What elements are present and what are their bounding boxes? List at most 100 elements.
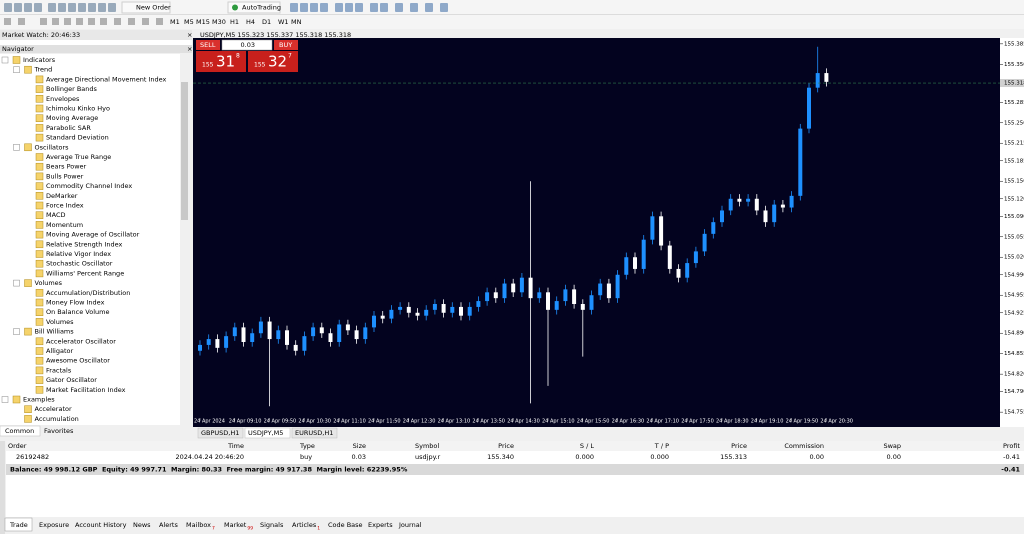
autotrading-button[interactable]	[227, 1, 281, 14]
timeframe-button[interactable]: W1	[278, 18, 289, 26]
timeframe-button[interactable]: M1	[170, 18, 180, 26]
tree-item[interactable]: Accumulation/Distribution	[46, 289, 130, 297]
terminal-tab[interactable]: Account History	[75, 521, 127, 529]
terminal-tab[interactable]: Journal	[398, 521, 422, 529]
tree-item[interactable]: Indicators	[23, 56, 56, 64]
sell-label: SELL	[200, 41, 216, 49]
timeframe-button[interactable]: H4	[246, 18, 255, 26]
chart-tab[interactable]	[291, 427, 338, 439]
candle-body	[754, 198, 759, 211]
terminal-tab[interactable]: Articles	[292, 521, 317, 529]
nav-tab-label[interactable]: Favorites	[44, 427, 74, 435]
tree-item[interactable]: Bill Williams	[35, 328, 75, 336]
tree-item[interactable]: Alligator	[46, 347, 73, 355]
expand-box[interactable]	[13, 66, 20, 73]
tree-item[interactable]: Average True Range	[46, 153, 111, 161]
price-box[interactable]	[196, 51, 246, 72]
tree-item[interactable]: Volumes	[46, 318, 74, 326]
timeframe-button[interactable]: D1	[262, 18, 271, 26]
chart-tab[interactable]	[244, 427, 291, 439]
tree-item[interactable]: Stochastic Oscillator	[46, 260, 113, 268]
terminal-tab[interactable]: Code Base	[328, 521, 363, 529]
tree-item[interactable]: Moving Average of Oscillator	[46, 231, 140, 239]
tree-item[interactable]: Accelerator Oscillator	[46, 337, 116, 345]
candle-body	[406, 306, 411, 313]
tree-item[interactable]: Bulls Power	[46, 172, 84, 180]
table-cell: 26192482	[16, 453, 49, 461]
candle-body	[633, 257, 637, 269]
tree-item[interactable]: Money Flow Index	[46, 299, 105, 307]
tree-item[interactable]: MACD	[46, 211, 65, 219]
timeframe-button[interactable]: M15	[196, 18, 210, 26]
tree-item[interactable]: Moving Average	[46, 114, 98, 122]
tree-item[interactable]: Awesome Oscillator	[46, 357, 110, 365]
close-button[interactable]: ×	[187, 31, 192, 39]
chart-tab-label[interactable]: EURUSD,H1	[295, 429, 333, 437]
terminal-tab[interactable]: Trade	[9, 521, 28, 529]
price-box[interactable]	[248, 51, 298, 72]
tree-item[interactable]: Oscillators	[35, 143, 70, 151]
tree-item[interactable]: Relative Strength Index	[46, 240, 123, 248]
chart-tab[interactable]	[197, 427, 244, 439]
y-tick-label: 154.790	[1004, 389, 1024, 395]
terminal-tab[interactable]: Experts	[368, 521, 393, 529]
tree-item[interactable]: Examples	[23, 396, 55, 404]
terminal-tab[interactable]: News	[133, 521, 151, 529]
new-order-button[interactable]	[121, 1, 171, 14]
tree-item[interactable]: Volumes	[35, 279, 63, 287]
expand-box[interactable]	[1, 56, 9, 64]
tree-item[interactable]: Relative Vigor Index	[46, 250, 111, 258]
timeframe-button[interactable]: MN	[291, 18, 302, 26]
table-cell: buy	[300, 453, 312, 461]
expand-box[interactable]	[13, 279, 20, 287]
candle-body	[807, 87, 811, 129]
tree-item[interactable]: Force Index	[46, 202, 84, 210]
scrollbar-thumb[interactable]	[181, 82, 188, 220]
nav-tab-label[interactable]: Common	[5, 427, 34, 435]
tree-item[interactable]: Momentum	[46, 221, 83, 229]
chart-tab-label[interactable]: USDJPY,M5	[248, 429, 283, 437]
tree-item[interactable]: Standard Deviation	[46, 134, 109, 142]
close-button[interactable]: ×	[187, 45, 192, 53]
buy-button[interactable]	[274, 40, 298, 50]
tree-item[interactable]: Williams' Percent Range	[46, 269, 124, 277]
tree-item[interactable]: Commodity Channel Index	[46, 182, 132, 190]
terminal-tab[interactable]: Exposure	[39, 521, 69, 529]
x-tick-label: 24 Apr 17:10	[646, 419, 679, 425]
sell-button[interactable]	[196, 40, 220, 50]
tree-item[interactable]: Market Facilitation Index	[46, 386, 126, 394]
candle-body	[798, 128, 803, 196]
expand-box[interactable]	[13, 144, 20, 151]
terminal-tab[interactable]: Alerts	[159, 521, 178, 529]
tree-item[interactable]: Fractals	[46, 366, 72, 374]
tree-item[interactable]: On Balance Volume	[46, 308, 109, 316]
candle-body	[702, 233, 707, 252]
nav-tab-active[interactable]	[0, 425, 41, 437]
navigator-tree-bg	[0, 54, 180, 425]
toolbar-icon	[290, 3, 298, 12]
tree-item[interactable]: Bears Power	[46, 163, 87, 171]
tree-item[interactable]: Trend	[34, 66, 53, 74]
timeframe-button[interactable]: M5	[184, 18, 194, 26]
tree-item[interactable]: DeMarker	[46, 192, 78, 200]
terminal-tab[interactable]: Market	[224, 521, 247, 529]
terminal-tab[interactable]: Signals	[260, 521, 284, 529]
expand-box[interactable]	[1, 396, 9, 403]
tree-item[interactable]: Average Directional Movement Index	[46, 75, 167, 83]
lot-field[interactable]	[221, 39, 273, 51]
tree-item[interactable]: Accelerator	[35, 405, 72, 413]
tree-item[interactable]: Ichimoku Kinko Hyo	[46, 105, 110, 113]
chart-tab-label[interactable]: GBPUSD,H1	[201, 429, 239, 437]
tree-item[interactable]: Accumulation	[35, 415, 79, 423]
tree-item[interactable]: Parabolic SAR	[46, 124, 91, 132]
scrollbar[interactable]	[180, 54, 189, 425]
terminal-tab[interactable]: Mailbox	[186, 521, 211, 529]
timeframe-button[interactable]: H1	[230, 18, 239, 26]
tree-item[interactable]: Gator Oscillator	[46, 376, 97, 384]
timeframe-button[interactable]: M30	[212, 18, 226, 26]
tree-item[interactable]: Bollinger Bands	[46, 85, 98, 93]
expand-box[interactable]	[13, 328, 20, 335]
tree-item[interactable]: Envelopes	[46, 95, 80, 103]
terminal-tab-active[interactable]	[4, 517, 33, 532]
x-tick-label: 24 Apr 19:50	[786, 419, 819, 425]
